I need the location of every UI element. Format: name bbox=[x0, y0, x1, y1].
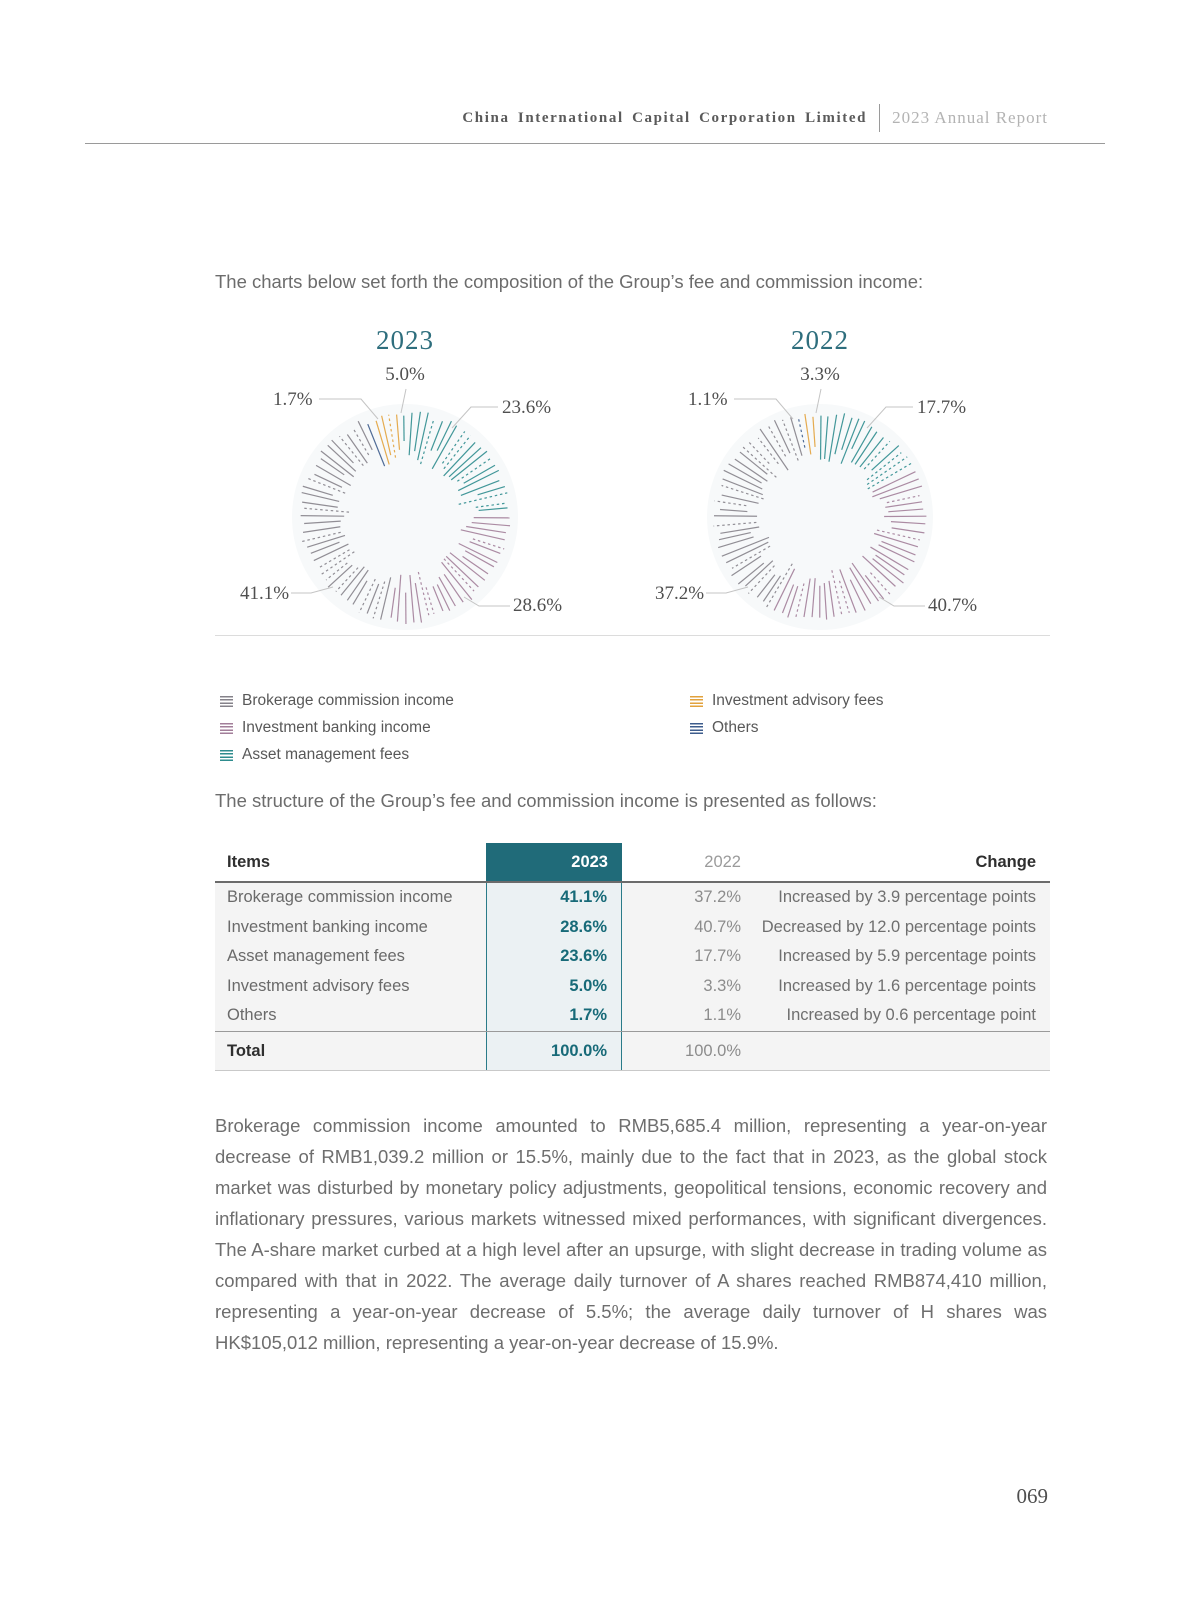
table-bottom-rule bbox=[215, 1070, 1050, 1071]
chart-title-2022: 2022 bbox=[791, 325, 849, 355]
cell-item: Investment banking income bbox=[227, 917, 428, 936]
table-row: Investment advisory fees 5.0% 3.3% Incre… bbox=[215, 971, 1050, 1001]
donut-svg-2023 bbox=[291, 388, 518, 630]
table-body: Brokerage commission income 41.1% 37.2% … bbox=[215, 883, 1050, 1071]
total-separator bbox=[215, 1030, 1050, 1032]
label-others-2022: 1.1% bbox=[688, 389, 728, 410]
label-advisory-2022: 3.3% bbox=[800, 364, 840, 385]
report-title: 2023 Annual Report bbox=[892, 108, 1048, 127]
legend-item-others: Others bbox=[690, 719, 759, 737]
legend-item-brokerage: Brokerage commission income bbox=[220, 692, 454, 710]
table-intro-text: The structure of the Group’s fee and com… bbox=[215, 790, 877, 811]
table-header-row: Items 2023 2022 Change bbox=[215, 843, 1050, 881]
cell-2023: 28.6% bbox=[486, 912, 622, 942]
legend-label: Asset management fees bbox=[242, 746, 410, 763]
company-name: China International Capital Corporation … bbox=[462, 109, 868, 126]
cell-2022: 17.7% bbox=[694, 947, 741, 966]
cell-2023: 41.1% bbox=[486, 883, 622, 913]
col-header-2022: 2022 bbox=[704, 852, 741, 871]
cell-total-2022: 100.0% bbox=[685, 1041, 741, 1060]
hatch-marker-icon bbox=[220, 749, 233, 761]
table-row: Asset management fees 23.6% 17.7% Increa… bbox=[215, 942, 1050, 972]
label-brokerage-2022: 37.2% bbox=[655, 583, 705, 604]
cell-change: Decreased by 12.0 percentage points bbox=[761, 917, 1036, 936]
body-paragraph: Brokerage commission income amounted to … bbox=[215, 1115, 1047, 1353]
cell-2023: 23.6% bbox=[486, 942, 622, 972]
table-header-rule bbox=[215, 881, 1050, 883]
cell-item: Brokerage commission income bbox=[227, 888, 453, 907]
cell-2022: 40.7% bbox=[694, 917, 741, 936]
donut-svg-2022 bbox=[706, 388, 933, 630]
label-advisory-2023: 5.0% bbox=[385, 364, 425, 385]
charts-intro-text: The charts below set forth the compositi… bbox=[215, 271, 924, 292]
page-number: 069 bbox=[1016, 1484, 1049, 1508]
cell-change: Increased by 3.9 percentage points bbox=[778, 888, 1036, 907]
cell-change: Increased by 1.6 percentage points bbox=[778, 976, 1036, 995]
cell-item: Investment advisory fees bbox=[227, 976, 410, 995]
label-asset-mgmt-2022: 17.7% bbox=[917, 397, 967, 418]
header-divider bbox=[879, 104, 881, 132]
donut-chart-2022: 2022 3.3% 1.1% 17.7% 37.2% 40.7% bbox=[630, 325, 1010, 645]
cell-2023: 5.0% bbox=[486, 971, 622, 1001]
label-others-2023: 1.7% bbox=[273, 389, 313, 410]
cell-item: Others bbox=[227, 1006, 277, 1025]
donut-chart-2023: 2023 5.0% 1.7% 23.6% 41.1% 28.6% bbox=[215, 325, 595, 645]
table-row: Others 1.7% 1.1% Increased by 0.6 percen… bbox=[215, 1001, 1050, 1031]
legend-item-advisory: Investment advisory fees bbox=[690, 692, 883, 710]
col-header-change: Change bbox=[975, 852, 1036, 871]
page-header: China International Capital Corporation … bbox=[462, 104, 1048, 132]
label-asset-mgmt-2023: 23.6% bbox=[502, 397, 552, 418]
legend-label: Investment advisory fees bbox=[712, 692, 884, 709]
legend-label: Others bbox=[712, 719, 759, 736]
col-header-2023: 2023 bbox=[486, 843, 622, 881]
cell-2022: 37.2% bbox=[694, 888, 741, 907]
fee-structure-table: Items 2023 2022 Change Brokerage commiss… bbox=[215, 843, 1050, 1071]
cell-total-label: Total bbox=[227, 1041, 266, 1060]
cell-2023: 1.7% bbox=[486, 1001, 622, 1031]
table-total-row: Total 100.0% 100.0% bbox=[215, 1032, 1050, 1070]
cell-change: Increased by 0.6 percentage point bbox=[786, 1006, 1036, 1025]
table-row: Brokerage commission income 41.1% 37.2% … bbox=[215, 883, 1050, 913]
label-brokerage-2023: 41.1% bbox=[240, 583, 290, 604]
hatch-marker-icon bbox=[690, 695, 703, 707]
hatch-marker-icon bbox=[220, 722, 233, 734]
cell-2022: 3.3% bbox=[703, 976, 741, 995]
cell-total-2023: 100.0% bbox=[486, 1032, 622, 1070]
header-rule bbox=[85, 143, 1105, 144]
cell-item: Asset management fees bbox=[227, 947, 405, 966]
hatch-marker-icon bbox=[690, 722, 703, 734]
legend-item-asset-mgmt: Asset management fees bbox=[220, 746, 409, 764]
legend-item-inv-banking: Investment banking income bbox=[220, 719, 431, 737]
col-header-items: Items bbox=[227, 852, 271, 871]
hatch-marker-icon bbox=[220, 695, 233, 707]
charts-bottom-divider bbox=[215, 635, 1050, 636]
label-inv-banking-2022: 40.7% bbox=[928, 595, 978, 616]
chart-title-2023: 2023 bbox=[376, 325, 434, 355]
legend-label: Brokerage commission income bbox=[242, 692, 454, 709]
cell-change: Increased by 5.9 percentage points bbox=[778, 947, 1036, 966]
cell-2022: 1.1% bbox=[703, 1006, 741, 1025]
legend-label: Investment banking income bbox=[242, 719, 431, 736]
label-inv-banking-2023: 28.6% bbox=[513, 595, 563, 616]
table-row: Investment banking income 28.6% 40.7% De… bbox=[215, 912, 1050, 942]
